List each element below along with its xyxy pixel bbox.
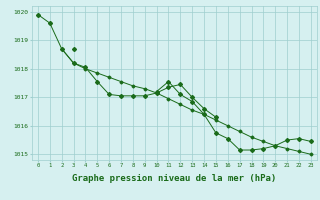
- X-axis label: Graphe pression niveau de la mer (hPa): Graphe pression niveau de la mer (hPa): [72, 174, 276, 183]
